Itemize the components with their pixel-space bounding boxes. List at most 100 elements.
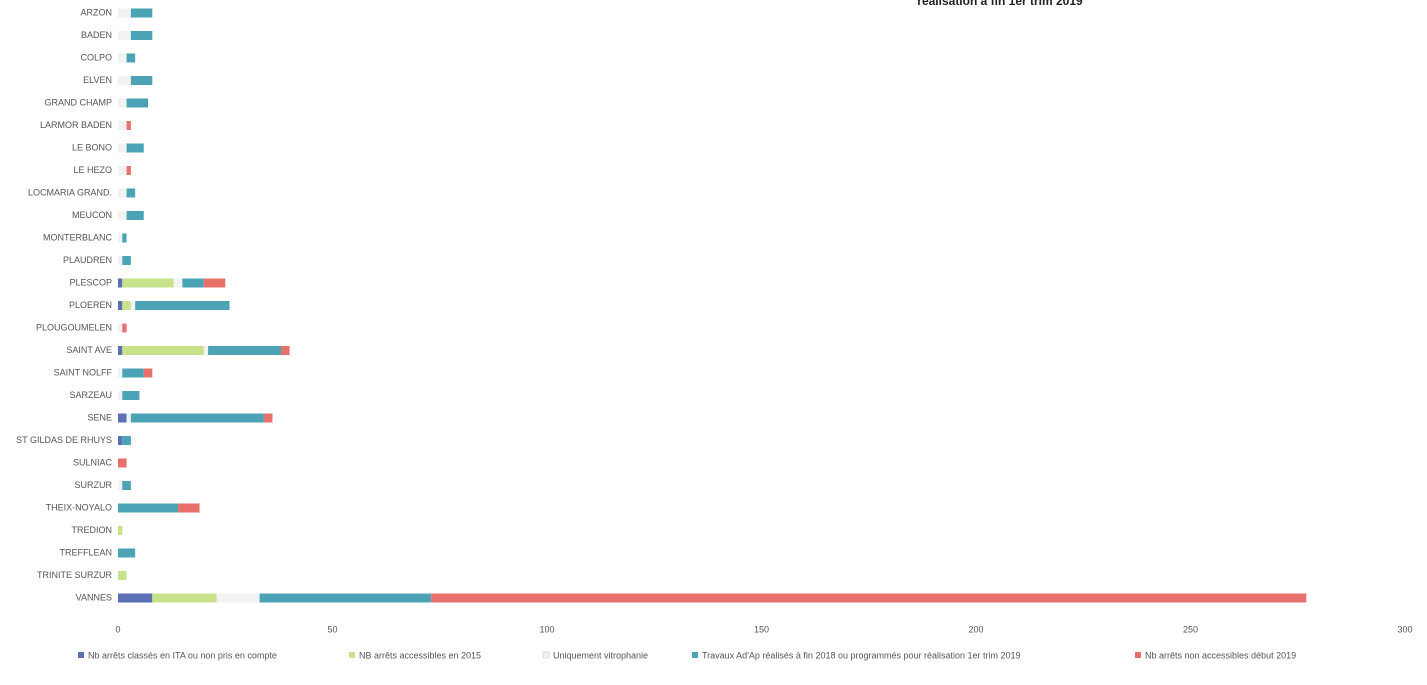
bar-segment <box>281 346 290 355</box>
bar-segment <box>130 8 153 18</box>
bar-segment <box>182 278 204 288</box>
bar-segment <box>126 211 144 220</box>
y-tick-label: ARZON <box>81 7 113 17</box>
y-tick-label: SULNIAC <box>73 457 113 467</box>
bar-segment <box>126 188 136 198</box>
bar-segment <box>216 593 260 603</box>
y-tick-label: MEUCON <box>72 210 112 220</box>
legend-label: NB arrêts accessibles en 2015 <box>359 650 481 660</box>
bar-segment <box>118 188 127 198</box>
bar-segment <box>122 346 204 355</box>
y-tick-label: TRINITE SURZUR <box>37 570 112 580</box>
y-tick-label: PLAUDREN <box>63 255 112 265</box>
x-tick-label: 200 <box>968 624 983 634</box>
legend-swatch <box>78 652 84 658</box>
bar-segment <box>126 121 131 130</box>
legend-swatch <box>692 652 698 658</box>
bar-segment <box>118 121 127 130</box>
y-tick-label: TREDION <box>72 525 113 535</box>
x-tick-label: 50 <box>327 624 337 634</box>
bar-segment <box>122 301 131 310</box>
bar-segment <box>118 503 179 513</box>
bar-segment <box>118 31 131 40</box>
y-tick-label: TREFFLEAN <box>59 547 112 557</box>
bar-segment <box>130 413 264 423</box>
y-tick-label: GRAND CHAMP <box>44 97 112 107</box>
bar-segment <box>118 548 136 558</box>
x-tick-label: 150 <box>754 624 769 634</box>
bar-segment <box>259 593 432 603</box>
bar-segment <box>126 413 131 423</box>
bar-segment <box>122 368 144 378</box>
bar-segment <box>118 278 123 288</box>
y-tick-label: LE BONO <box>72 142 112 152</box>
bar-segment <box>118 346 123 355</box>
y-tick-label: SAINT NOLFF <box>54 367 113 377</box>
bar-segment <box>118 368 123 378</box>
y-tick-label: VANNES <box>76 592 112 602</box>
legend-swatch <box>349 652 355 658</box>
x-tick-label: 300 <box>1397 624 1412 634</box>
bar-segment <box>126 143 144 153</box>
bar-segment <box>118 458 127 468</box>
bar-segment <box>118 233 123 243</box>
bar-segment <box>126 53 136 63</box>
y-tick-label: SENE <box>87 412 112 422</box>
bar-segment <box>118 413 127 423</box>
y-tick-label: PLESCOP <box>69 277 112 287</box>
bar-segment <box>122 233 127 243</box>
bar-segment <box>130 76 153 85</box>
bar-segment <box>118 53 127 63</box>
bar-segment <box>118 76 131 85</box>
bar-segment <box>118 301 123 310</box>
bar-segment <box>173 278 183 288</box>
bar-segment <box>118 98 127 108</box>
y-tick-label: SARZEAU <box>69 390 112 400</box>
bar-segment <box>122 481 131 490</box>
bar-segment <box>143 368 153 378</box>
y-tick-label: LARMOR BADEN <box>40 120 112 130</box>
y-tick-label: MONTERBLANC <box>43 232 113 242</box>
bar-segment <box>122 436 131 445</box>
x-tick-label: 250 <box>1183 624 1198 634</box>
bar-segment <box>118 166 127 175</box>
y-tick-label: SURZUR <box>75 480 113 490</box>
bar-segment <box>135 301 230 310</box>
y-tick-label: LE HEZO <box>73 165 112 175</box>
y-tick-label: THEIX-NOYALO <box>46 502 112 512</box>
bar-segment <box>431 593 1307 603</box>
bar-segment <box>118 481 123 490</box>
y-tick-label: PLOUGOUMELEN <box>36 322 112 332</box>
bar-segment <box>208 346 282 355</box>
y-tick-label: COLPO <box>80 52 112 62</box>
bar-segment <box>118 143 127 153</box>
bar-segment <box>263 413 273 423</box>
legend-label: Travaux Ad'Ap réalisés à fin 2018 ou pro… <box>702 650 1021 660</box>
bar-segment <box>203 346 209 355</box>
bar-segment <box>122 391 140 400</box>
bar-segment <box>118 323 123 333</box>
legend-label: Uniquement vitrophanie <box>553 650 648 660</box>
y-tick-label: SAINT AVE <box>66 345 112 355</box>
bar-segment <box>126 98 149 108</box>
legend-swatch <box>542 651 550 659</box>
y-tick-label: ELVEN <box>83 75 112 85</box>
x-tick-label: 100 <box>539 624 554 634</box>
bar-segment <box>122 323 127 333</box>
bar-segment <box>118 8 131 18</box>
bar-segment <box>178 503 200 513</box>
legend-swatch <box>1135 652 1141 658</box>
bar-segment <box>118 436 123 445</box>
bar-segment <box>118 526 123 535</box>
bar-segment <box>118 256 123 265</box>
y-tick-label: ST GILDAS DE RHUYS <box>16 435 112 445</box>
bar-segment <box>118 593 153 603</box>
bar-segment <box>122 278 174 288</box>
bar-segment <box>130 301 136 310</box>
bar-segment <box>152 593 217 603</box>
bar-segment <box>118 391 123 400</box>
x-tick-label: 0 <box>115 624 120 634</box>
bar-segment <box>203 278 226 288</box>
chart-title: réalisation à fin 1er trim 2019 <box>917 0 1083 8</box>
